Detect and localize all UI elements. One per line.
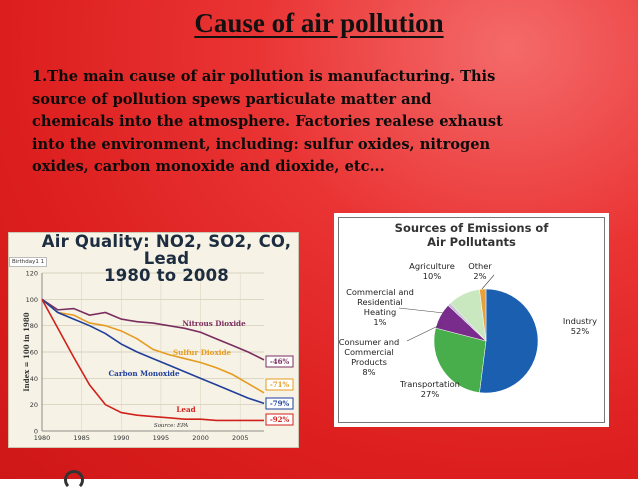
pie-label-other: Other [468, 261, 492, 271]
pie-label-consumer: 8% [362, 367, 375, 377]
pie-label-transportation: 27% [421, 389, 440, 399]
chart-title-line: Sources of Emissions of [394, 221, 549, 235]
series-line-lead [41, 298, 264, 422]
leader-line [406, 323, 443, 342]
end-label: -71% [270, 380, 290, 389]
pie-slice-industry [479, 288, 539, 394]
series-name-label: Nitrous Dioxide [182, 319, 246, 328]
end-label-box [265, 413, 294, 426]
y-tick-label: 40 [30, 375, 38, 383]
pie-slice-transportation [433, 327, 487, 393]
pie-label-industry: Industry [563, 316, 597, 326]
series-line-carbon-monoxide [41, 298, 265, 405]
paragraph-line: 1.The main cause of air pollution is man… [32, 68, 496, 85]
end-label: -46% [270, 357, 290, 366]
y-tick-label: 60 [30, 349, 38, 357]
chart-title-line: Air Quality: NO2, SO2, CO, Lead [41, 232, 292, 268]
leader-line [398, 307, 445, 314]
pie-slice-other [479, 288, 487, 342]
emissions-pie-chart: Sources of Emissions of Air Pollutants I… [334, 213, 609, 427]
end-label-box [265, 378, 294, 391]
x-tick-label: 1990 [113, 434, 130, 442]
body-paragraph: 1.The main cause of air pollution is man… [32, 66, 572, 179]
x-tick-label: 1995 [153, 434, 170, 442]
end-label-box [265, 397, 294, 410]
pie-label-heating: Heating [364, 307, 397, 317]
pie-label-heating: Residential [357, 297, 403, 307]
pie-label-transportation: Transportation [399, 379, 460, 389]
pie-label-consumer: Products [351, 357, 387, 367]
leader-line [481, 274, 495, 290]
y-axis-label: Index = 100 in 1980 [22, 312, 31, 391]
y-tick-label: 20 [30, 401, 38, 409]
chart-tag: Birthday1 1 [9, 257, 48, 267]
series-name-label: Carbon Monoxide [108, 369, 180, 378]
pie-label-heating: 1% [373, 317, 386, 327]
y-tick-label: 0 [34, 428, 38, 436]
paragraph-line: into the environment, including: sulfur … [32, 135, 491, 153]
y-tick-label: 100 [26, 296, 38, 304]
series-line-sulfur-dioxide [41, 298, 265, 394]
end-label: -92% [270, 415, 290, 424]
air-quality-chart-svg: 0 20 40 60 80 100 120 1980 1985 1990 1995 2000 2005 I… [22, 270, 294, 442]
paragraph-line: chemicals into the atmosphere. Factories… [32, 113, 503, 131]
pie-label-agriculture: Agriculture [409, 261, 455, 271]
pie-label-agriculture: 10% [423, 271, 442, 281]
pie-label-consumer: Consumer and [339, 337, 400, 347]
end-label: -79% [270, 399, 290, 408]
x-tick-label: 1980 [34, 434, 51, 442]
end-label-box [265, 355, 294, 368]
pie-chart-title: Sources of Emissions of Air Pollutants [334, 221, 609, 249]
chart-source: Source: EPA [154, 423, 188, 429]
x-tick-label: 2000 [192, 434, 209, 442]
air-quality-chart-title: Air Quality: NO2, SO2, CO, Lead 1980 to … [39, 233, 294, 284]
chart-title-line: Air Pollutants [427, 235, 516, 249]
series-name-label: Lead [176, 405, 195, 414]
x-tick-label: 1985 [73, 434, 90, 442]
pie-label-industry: 52% [571, 326, 590, 336]
decorative-bullet [64, 470, 84, 490]
pie-label-heating: Commercial and [346, 287, 414, 297]
series-line-nitrous-dioxide [41, 298, 265, 361]
air-quality-chart: 0 20 40 60 80 100 120 1980 1985 1990 1995 2000 2005 I… [8, 232, 299, 448]
pie-label-other: 2% [473, 271, 486, 281]
series-name-label: Sulfur Dioxide [173, 348, 232, 357]
paragraph-line: oxides, carbon monoxide and dioxide, etc… [32, 158, 385, 176]
paragraph-line: source of pollution spews particulate ma… [32, 90, 432, 108]
y-tick-label: 80 [30, 322, 38, 330]
slide-title: Cause of air pollution [194, 8, 444, 38]
pie-label-consumer: Commercial [344, 347, 394, 357]
x-tick-label: 2005 [232, 434, 249, 442]
chart-title-line: 1980 to 2008 [104, 266, 229, 285]
y-tick-label: 120 [26, 270, 38, 278]
